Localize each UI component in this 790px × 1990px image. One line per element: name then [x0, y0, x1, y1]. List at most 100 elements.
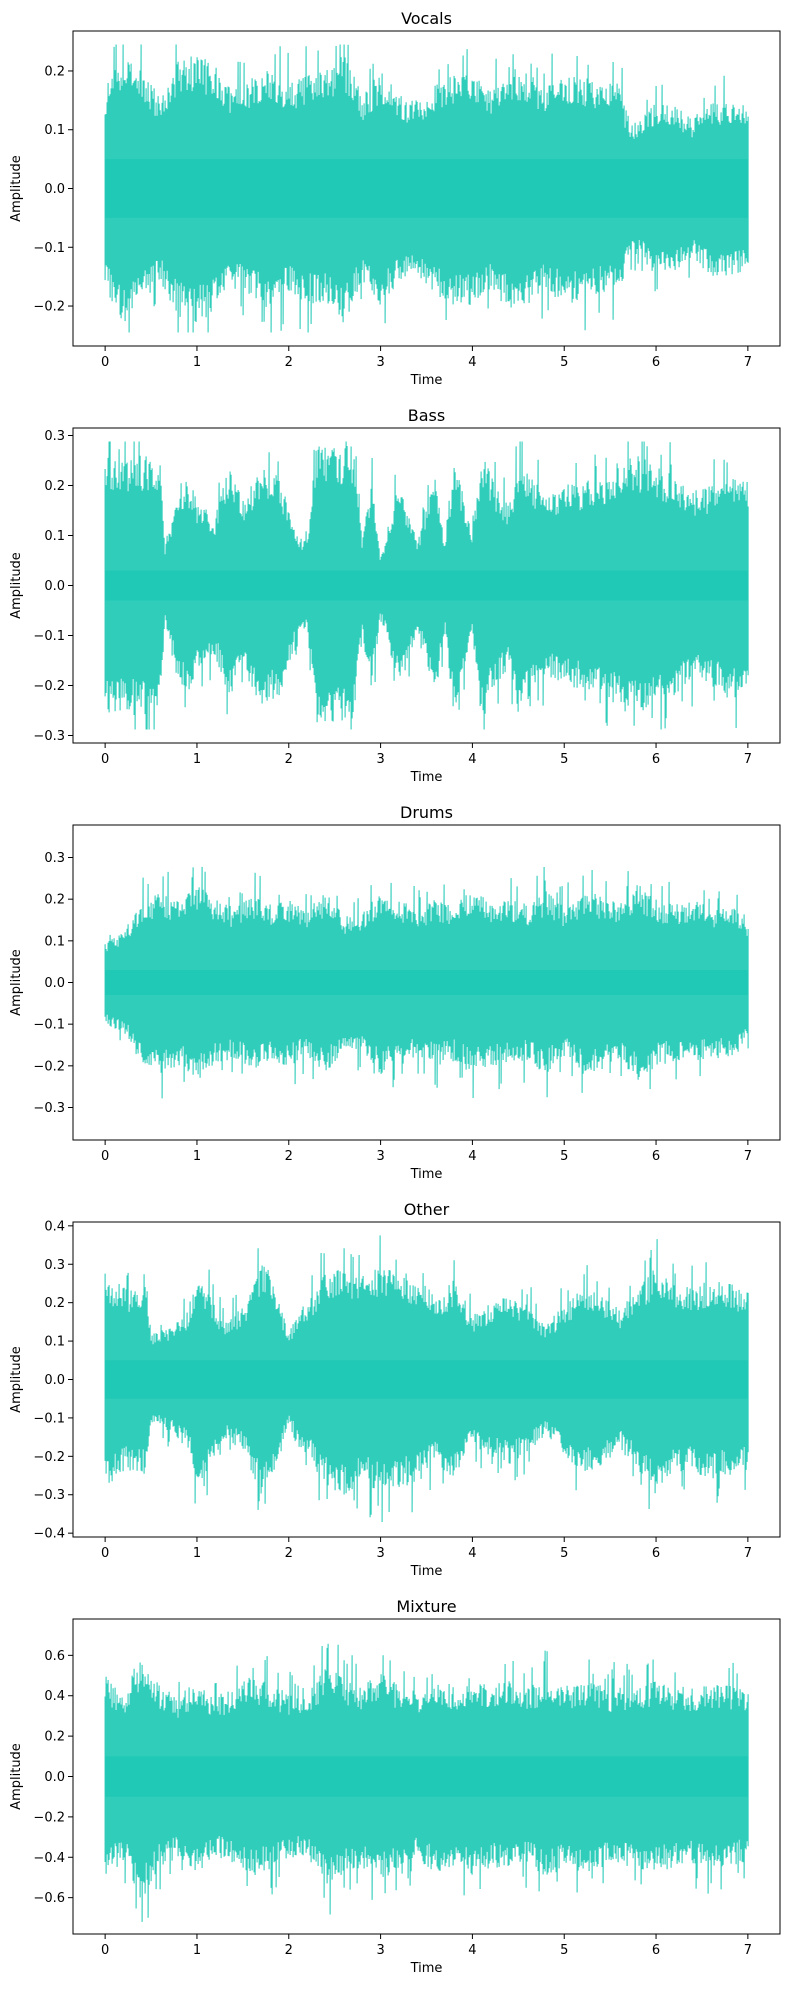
y-tick-label: 0.4 [44, 1689, 65, 1704]
chart-title: Drums [400, 803, 453, 822]
y-tick-label: 0.2 [44, 479, 65, 494]
x-tick-label: 6 [652, 1943, 660, 1958]
x-tick-label: 3 [376, 355, 384, 370]
y-tick-label: 0.0 [44, 1373, 65, 1388]
x-tick-label: 1 [193, 1149, 201, 1164]
y-tick-label: 0.0 [44, 579, 65, 594]
x-tick-label: 1 [193, 1546, 201, 1561]
x-axis-label: Time [410, 1961, 443, 1976]
y-tick-label: 0.1 [44, 529, 65, 544]
x-axis-label: Time [410, 1564, 443, 1579]
panel-other: Other 0 1 2 3 4 5 6 7 −0.4 −0.3 −0.2 −0.1 0.0 0.1 0.2 0.… [9, 1200, 781, 1579]
x-tick-label: 4 [468, 1943, 476, 1958]
x-tick-label: 2 [285, 752, 293, 767]
y-tick-label: 0.6 [44, 1649, 65, 1664]
y-tick-label: −0.1 [33, 1018, 65, 1033]
x-tick-label: 0 [101, 1149, 109, 1164]
y-tick-label: −0.2 [33, 1059, 65, 1074]
x-tick-label: 6 [652, 1546, 660, 1561]
x-tick-label: 4 [468, 752, 476, 767]
x-tick-label: 5 [560, 355, 568, 370]
x-tick-label: 4 [468, 1149, 476, 1164]
y-tick-label: 0.0 [44, 182, 65, 197]
x-tick-label: 5 [560, 1546, 568, 1561]
y-tick-label: 0.0 [44, 1770, 65, 1785]
x-axis-label: Time [410, 770, 443, 785]
y-tick-label: 0.3 [44, 429, 65, 444]
y-tick-label: 0.1 [44, 934, 65, 949]
chart-title: Vocals [401, 9, 452, 28]
x-tick-label: 2 [285, 1943, 293, 1958]
x-tick-label: 0 [101, 355, 109, 370]
x-tick-label: 7 [744, 1546, 752, 1561]
x-tick-label: 2 [285, 1546, 293, 1561]
y-tick-label: −0.1 [33, 1411, 65, 1426]
y-axis-label: Amplitude [9, 949, 24, 1016]
panel-vocals: Vocals 0 1 2 3 4 5 6 7 −0.2 −0.1 0.0 0.1 0.2 Time Ampli… [9, 9, 781, 388]
y-tick-label: 0.1 [44, 123, 65, 138]
y-tick-label: 0.4 [44, 1219, 65, 1234]
x-tick-label: 0 [101, 1546, 109, 1561]
y-tick-label: −0.3 [33, 1488, 65, 1503]
y-tick-label: −0.2 [33, 1810, 65, 1825]
y-tick-label: 0.2 [44, 893, 65, 908]
waveform-core [105, 570, 748, 601]
y-tick-label: −0.4 [33, 1851, 65, 1866]
x-tick-label: 5 [560, 752, 568, 767]
x-tick-label: 3 [376, 752, 384, 767]
x-tick-label: 7 [744, 1149, 752, 1164]
y-tick-label: −0.3 [33, 1101, 65, 1116]
x-tick-label: 4 [468, 355, 476, 370]
x-tick-label: 3 [376, 1943, 384, 1958]
panel-drums: Drums 0 1 2 3 4 5 6 7 −0.3 −0.2 −0.1 0.0 0.1 0.2 0.3 Tim… [9, 803, 781, 1182]
y-axis-label: Amplitude [9, 155, 24, 222]
x-tick-label: 7 [744, 355, 752, 370]
y-tick-label: −0.2 [33, 300, 65, 315]
panel-bass: Bass 0 1 2 3 4 5 6 7 −0.3 −0.2 −0.1 0.0 0.1 0.2 0.3 Time… [9, 406, 781, 785]
y-tick-label: 0.2 [44, 64, 65, 79]
chart-title: Mixture [396, 1597, 456, 1616]
x-tick-label: 7 [744, 752, 752, 767]
y-tick-label: 0.0 [44, 976, 65, 991]
x-tick-label: 1 [193, 355, 201, 370]
y-tick-label: −0.1 [33, 241, 65, 256]
waveform-core [105, 159, 748, 218]
waveform-core [105, 1360, 748, 1399]
x-tick-label: 3 [376, 1149, 384, 1164]
y-tick-label: −0.2 [33, 1450, 65, 1465]
y-tick-label: 0.2 [44, 1730, 65, 1745]
y-tick-label: −0.4 [33, 1527, 65, 1542]
x-tick-label: 1 [193, 1943, 201, 1958]
y-tick-label: 0.2 [44, 1296, 65, 1311]
x-axis-label: Time [410, 1167, 443, 1182]
y-tick-label: −0.6 [33, 1891, 65, 1906]
x-tick-label: 6 [652, 1149, 660, 1164]
y-tick-label: −0.2 [33, 679, 65, 694]
x-tick-label: 1 [193, 752, 201, 767]
y-tick-label: −0.1 [33, 629, 65, 644]
x-tick-label: 2 [285, 1149, 293, 1164]
x-tick-label: 6 [652, 355, 660, 370]
x-tick-label: 5 [560, 1943, 568, 1958]
x-tick-label: 7 [744, 1943, 752, 1958]
y-axis-label: Amplitude [9, 552, 24, 619]
x-tick-label: 2 [285, 355, 293, 370]
chart-title: Bass [408, 406, 445, 425]
x-tick-label: 0 [101, 752, 109, 767]
x-tick-label: 4 [468, 1546, 476, 1561]
y-tick-label: −0.3 [33, 729, 65, 744]
x-tick-label: 5 [560, 1149, 568, 1164]
x-tick-label: 3 [376, 1546, 384, 1561]
waveform-core [105, 970, 748, 995]
y-tick-label: 0.3 [44, 851, 65, 866]
panel-mixture: Mixture 0 1 2 3 4 5 6 7 −0.6 −0.4 −0.2 0.0 0.2 0.4 0.6 T… [9, 1597, 781, 1976]
y-tick-label: 0.3 [44, 1258, 65, 1273]
x-axis-label: Time [410, 373, 443, 388]
y-axis-label: Amplitude [9, 1346, 24, 1413]
x-tick-label: 6 [652, 752, 660, 767]
waveform-core [105, 1756, 748, 1797]
chart-title: Other [404, 1200, 450, 1219]
y-axis-label: Amplitude [9, 1743, 24, 1810]
